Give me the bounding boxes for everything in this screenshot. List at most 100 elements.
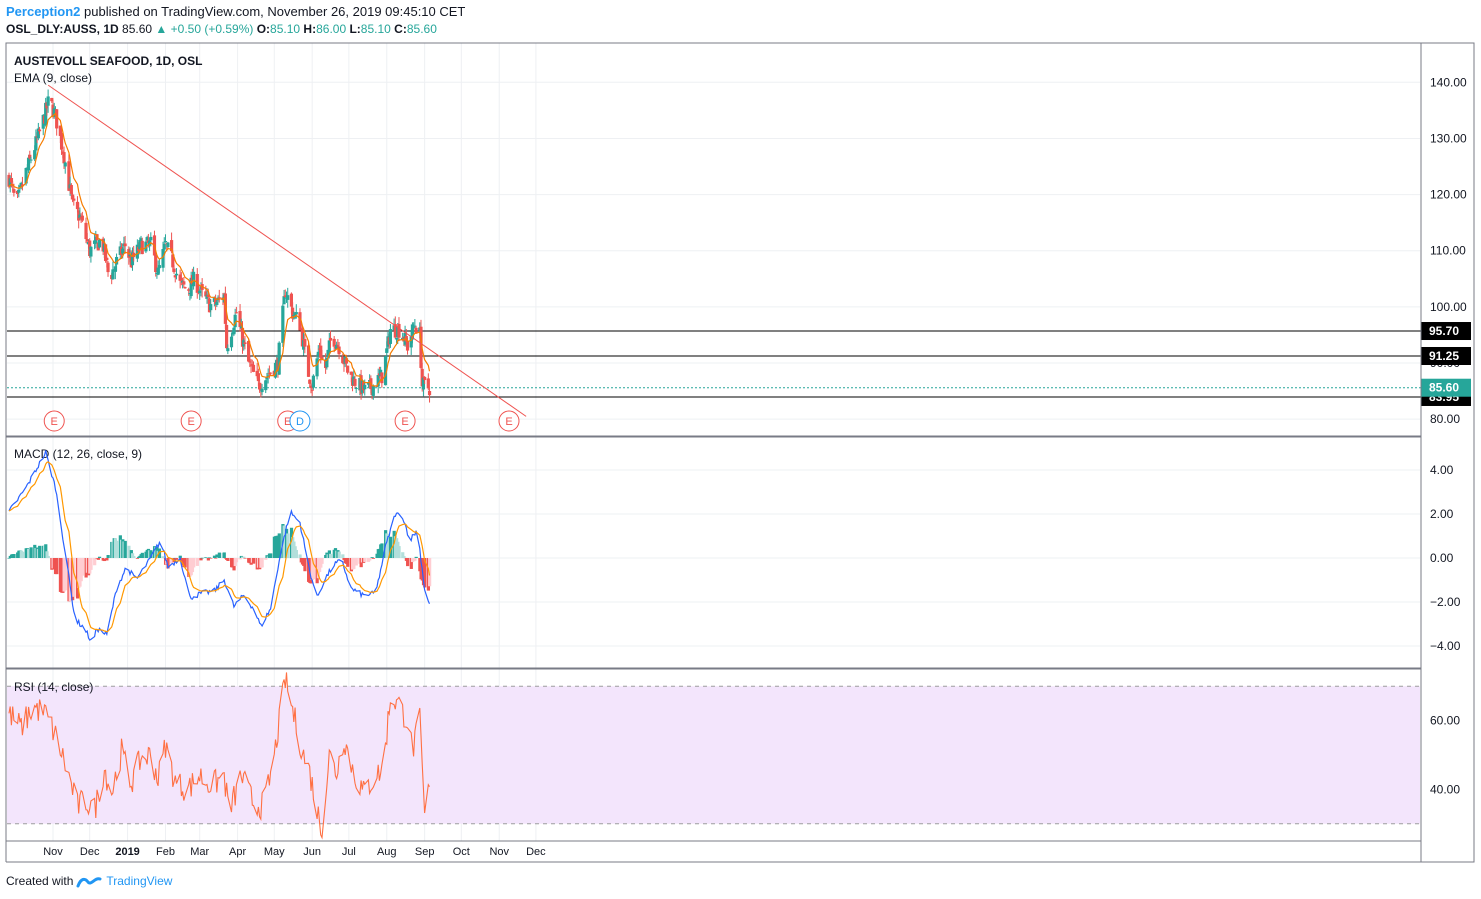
- histogram-bar: [242, 556, 246, 558]
- histogram-bar: [157, 548, 162, 558]
- candle-body: [380, 372, 384, 384]
- event-label: E: [284, 416, 291, 428]
- candle-body: [174, 273, 179, 276]
- candle-body: [303, 339, 307, 347]
- pane-frame: [5, 436, 1422, 669]
- price-change: ▲ +0.50 (+0.59%): [155, 22, 254, 36]
- candle-body: [139, 238, 143, 243]
- macd-tick-label: 2.00: [1430, 507, 1454, 521]
- candle-body: [70, 194, 75, 199]
- candle-body: [282, 296, 286, 305]
- candle-body: [171, 254, 175, 268]
- signal-line: [8, 461, 431, 633]
- candle-body: [332, 338, 336, 347]
- author-link[interactable]: Perception2: [6, 4, 81, 19]
- candle-body: [346, 365, 350, 373]
- candle-body: [311, 375, 316, 388]
- candle-body: [405, 340, 410, 351]
- rsi-tick-label: 40.00: [1430, 782, 1460, 796]
- candle-body: [258, 382, 262, 390]
- candle-body: [397, 323, 401, 338]
- event-label: E: [401, 416, 408, 428]
- pane-frames: [5, 42, 1475, 863]
- candle-body: [46, 96, 50, 106]
- candle-body: [9, 178, 14, 183]
- histogram-bar: [206, 558, 210, 561]
- candle-body: [239, 326, 243, 329]
- candle-body: [273, 362, 278, 378]
- histogram-bar: [105, 558, 109, 561]
- candle-body: [62, 152, 66, 164]
- candle-body: [316, 351, 320, 356]
- candle-body: [423, 376, 427, 381]
- last-price-tag-bg: [1421, 378, 1471, 397]
- histogram-bar: [320, 558, 324, 564]
- candle-body: [426, 378, 430, 389]
- candle-body: [138, 240, 142, 250]
- histogram-bar: [209, 558, 213, 559]
- macd-tick-label: 0.00: [1430, 551, 1454, 565]
- level-tag: 95.70: [1429, 324, 1459, 338]
- time-tick-label: Aug: [377, 846, 397, 858]
- candle-body: [172, 268, 176, 273]
- time-axis: Nov Dec 2019 Feb Mar Apr May Jun Jul Aug Sep Oct Nov…: [43, 846, 546, 858]
- candle-body: [89, 246, 93, 257]
- candle-body: [17, 189, 21, 193]
- time-tick-label: Oct: [453, 846, 470, 858]
- candle-body: [179, 277, 183, 281]
- candle-body: [385, 348, 389, 353]
- rsi-axis: 40.00 60.00: [1430, 714, 1460, 797]
- level-tag: 91.25: [1429, 349, 1459, 363]
- macd-pane: MACD (12, 26, close, 9) −4.00 −2.00 0.00 2.…: [7, 447, 1461, 653]
- candle-body: [294, 312, 298, 315]
- candle-body: [394, 338, 399, 340]
- candle-body: [326, 349, 330, 358]
- time-tick-label: Apr: [229, 846, 246, 858]
- last-price: 85.60: [122, 22, 153, 36]
- candle-body: [85, 239, 89, 242]
- histogram-bar: [222, 552, 226, 558]
- histogram-bar: [140, 552, 144, 558]
- time-tick-label: May: [264, 846, 285, 858]
- price-axis: 80.0090.00100.00110.00120.00130.00140.00…: [1421, 75, 1471, 426]
- open-label: O:: [256, 22, 271, 36]
- candle-body: [260, 388, 264, 393]
- chart-area[interactable]: AUSTEVOLL SEAFOOD, 1D, OSL EMA (9, close…: [0, 40, 1481, 866]
- candle-body: [217, 297, 221, 299]
- histogram-bar: [123, 540, 127, 558]
- histogram-bar: [102, 558, 107, 562]
- candle-body: [427, 391, 432, 396]
- candle-body: [229, 336, 234, 348]
- histogram-bar: [93, 558, 97, 566]
- candle-body: [349, 371, 353, 375]
- histogram-bar: [106, 555, 110, 558]
- candle-body: [265, 376, 269, 380]
- candle-body: [106, 262, 110, 273]
- histogram-bar: [192, 558, 196, 568]
- close-value: 85.60: [406, 22, 437, 36]
- histogram-bar: [409, 558, 413, 569]
- trendline[interactable]: [47, 84, 527, 417]
- candle-body: [103, 244, 108, 262]
- time-tick-label: Dec: [80, 846, 100, 858]
- histogram-bar: [96, 558, 100, 560]
- histogram-bar: [204, 557, 208, 558]
- horizontal-levels: [7, 330, 1421, 398]
- tradingview-brand-link[interactable]: TradingView: [106, 874, 173, 888]
- histogram-bar: [212, 555, 217, 558]
- candle-body: [75, 201, 80, 210]
- candle-body: [154, 254, 158, 272]
- histogram-bar: [277, 533, 281, 558]
- rsi-tick-label: 60.00: [1430, 714, 1460, 728]
- high-value: 86.00: [316, 22, 347, 36]
- candle-body: [145, 237, 149, 241]
- histogram-bar: [217, 552, 221, 558]
- histogram-bar: [397, 546, 401, 558]
- symbol-name[interactable]: OSL_DLY:AUSS, 1D: [6, 22, 119, 36]
- candle-body: [327, 340, 331, 354]
- histogram-bar: [428, 558, 432, 587]
- histogram-bar: [226, 558, 230, 561]
- chart-title: AUSTEVOLL SEAFOOD, 1D, OSL: [14, 54, 202, 68]
- histogram-bar: [252, 558, 256, 564]
- histogram-bar: [29, 547, 33, 558]
